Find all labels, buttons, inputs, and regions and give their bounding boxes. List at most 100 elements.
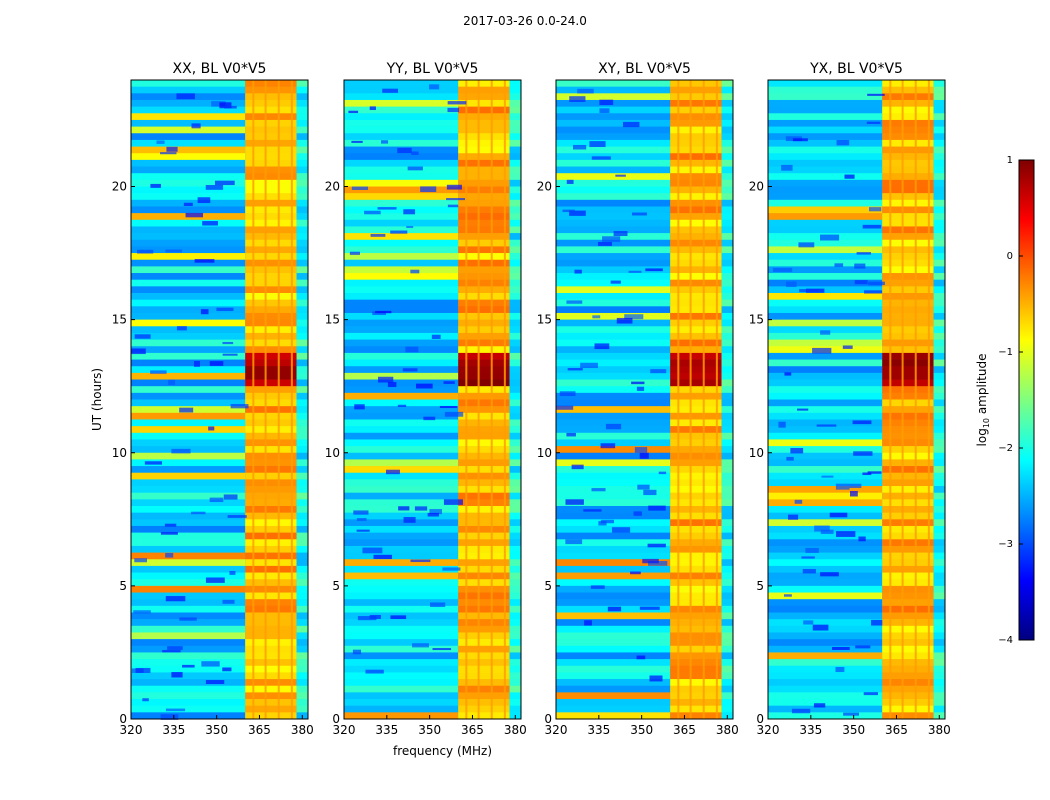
heatmap-row-edge: [296, 213, 308, 221]
heatmap-row-edge: [721, 406, 733, 414]
heatmap-row: [768, 286, 883, 294]
heatmap-band-row: [670, 692, 722, 700]
heatmap-low-patch: [135, 667, 151, 673]
heatmap-row: [131, 279, 246, 287]
heatmap-band-row: [670, 479, 722, 487]
heatmap-low-patch: [643, 489, 657, 496]
heatmap-band-row: [245, 585, 297, 593]
heatmap-row: [768, 619, 883, 627]
heatmap-row-edge: [296, 432, 308, 440]
heatmap-row: [344, 439, 459, 447]
heatmap-row: [131, 639, 246, 647]
heatmap-row: [768, 279, 883, 287]
heatmap-row: [131, 312, 246, 320]
heatmap-low-patch: [216, 307, 234, 312]
heatmap-row: [768, 213, 883, 221]
heatmap-low-patch: [443, 499, 463, 505]
heatmap-vertical-stripe: [477, 80, 480, 719]
heatmap-band-row: [670, 166, 722, 174]
heatmap-band-row: [670, 286, 722, 294]
heatmap-low-patch: [562, 209, 575, 212]
heatmap-low-patch: [600, 443, 616, 449]
heatmap-low-patch: [867, 471, 882, 474]
heatmap-band-row: [670, 459, 722, 467]
heatmap-band-row: [882, 359, 934, 367]
heatmap-row-edge: [509, 679, 521, 687]
heatmap-row: [768, 412, 883, 420]
axes-frame: [343, 79, 522, 720]
heatmap-row-edge: [296, 699, 308, 706]
heatmap-row-edge: [933, 519, 945, 527]
x-tick-label: 350: [842, 723, 865, 737]
heatmap-band-row: [670, 699, 722, 706]
heatmap-row-edge: [721, 253, 733, 261]
heatmap-row-edge: [721, 119, 733, 127]
heatmap-row: [344, 525, 459, 533]
heatmap-row-edge: [933, 565, 945, 573]
heatmap-low-patch: [863, 692, 879, 696]
heatmap-row: [768, 585, 883, 593]
heatmap-low-patch: [589, 141, 606, 148]
heatmap-low-patch: [375, 310, 392, 314]
heatmap-row: [768, 672, 883, 680]
heatmap-band-row: [670, 426, 722, 434]
x-tick-label: 335: [375, 723, 398, 737]
heatmap-row: [344, 699, 459, 706]
heatmap-band-row: [882, 179, 934, 187]
y-tick-label: 10: [325, 446, 340, 460]
heatmap-row: [344, 499, 459, 507]
heatmap-row: [768, 93, 883, 101]
heatmap-band-row: [245, 592, 297, 600]
heatmap-band-row: [882, 406, 934, 414]
heatmap-row: [344, 253, 459, 261]
heatmap-row-edge: [933, 99, 945, 107]
heatmap-row-edge: [509, 525, 521, 533]
heatmap-row: [131, 80, 246, 87]
heatmap-row: [344, 312, 459, 320]
heatmap-row-edge: [721, 639, 733, 647]
heatmap-band-row: [670, 399, 722, 407]
heatmap-band-row: [245, 326, 297, 334]
heatmap-row-edge: [721, 126, 733, 134]
heatmap-band-row: [458, 166, 510, 174]
heatmap-row-edge: [721, 472, 733, 480]
heatmap-band-row: [458, 572, 510, 580]
heatmap-band-row: [882, 625, 934, 633]
heatmap-row: [768, 106, 883, 114]
heatmap-band-row: [670, 80, 722, 87]
heatmap-low-patch: [803, 620, 814, 625]
heatmap-row: [131, 466, 246, 474]
heatmap-row-edge: [933, 592, 945, 600]
heatmap-row: [131, 599, 246, 607]
heatmap-low-patch: [607, 606, 622, 612]
heatmap-band-row: [670, 219, 722, 227]
heatmap-band-row: [670, 159, 722, 167]
heatmap-band-row: [458, 599, 510, 607]
heatmap-band-row: [670, 552, 722, 560]
heatmap-low-patch: [160, 532, 178, 535]
heatmap-row-edge: [509, 685, 521, 693]
heatmap-low-patch: [594, 343, 610, 350]
heatmap-row-edge: [721, 346, 733, 354]
heatmap-row-edge: [721, 479, 733, 487]
heatmap-low-patch: [632, 212, 647, 216]
heatmap-low-patch: [798, 242, 815, 248]
heatmap-row: [556, 426, 671, 434]
heatmap-low-patch: [615, 174, 626, 177]
heatmap-band-row: [245, 659, 297, 667]
x-tick-label: 320: [120, 723, 143, 737]
heatmap-band-row: [670, 612, 722, 620]
heatmap-low-patch: [134, 558, 148, 563]
x-tick-label: 365: [248, 723, 271, 737]
heatmap-low-patch: [446, 198, 465, 201]
heatmap-row: [768, 146, 883, 154]
heatmap-row-edge: [509, 139, 521, 147]
heatmap-low-patch: [566, 179, 574, 184]
heatmap-row-edge: [721, 659, 733, 667]
heatmap-band-row: [245, 579, 297, 587]
heatmap-row-edge: [296, 599, 308, 607]
heatmap-row-edge: [296, 133, 308, 141]
heatmap-band-row: [670, 525, 722, 533]
heatmap-low-patch: [377, 376, 394, 383]
heatmap-band-row: [245, 559, 297, 567]
